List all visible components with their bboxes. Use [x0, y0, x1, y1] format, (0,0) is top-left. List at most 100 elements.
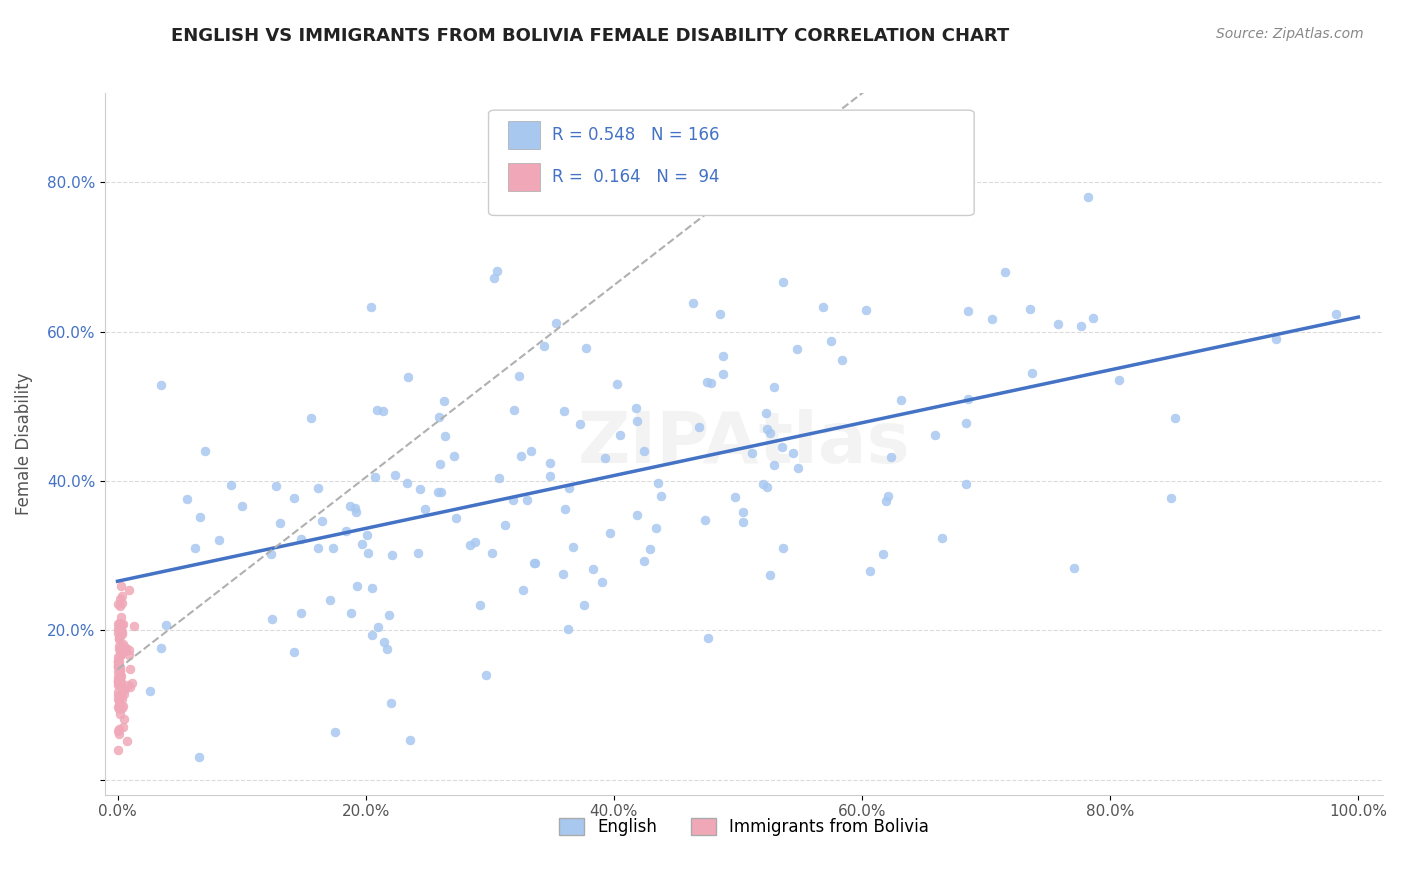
Point [695, 513, 717, 527]
Point [108, 639, 131, 653]
Point [724, 490, 747, 504]
Point [711, 368, 734, 382]
Point [644, 521, 666, 535]
Point [582, 562, 605, 576]
Point [110, 578, 132, 592]
Point [111, 624, 134, 639]
Point [107, 622, 129, 636]
Point [1077, 190, 1099, 204]
Text: R = 0.548   N = 166: R = 0.548 N = 166 [553, 126, 720, 144]
Point [111, 720, 134, 734]
Point [110, 640, 132, 654]
Point [378, 607, 401, 622]
Point [763, 458, 786, 472]
Point [269, 516, 291, 530]
Point [523, 556, 546, 570]
Point [731, 505, 754, 519]
Point [371, 404, 394, 418]
Text: ENGLISH VS IMMIGRANTS FROM BOLIVIA FEMALE DISABILITY CORRELATION CHART: ENGLISH VS IMMIGRANTS FROM BOLIVIA FEMAL… [172, 27, 1010, 45]
Point [344, 501, 367, 516]
Point [772, 276, 794, 290]
Point [1070, 318, 1092, 333]
FancyBboxPatch shape [508, 163, 540, 191]
Point [111, 691, 134, 706]
Point [429, 457, 451, 471]
Point [741, 446, 763, 460]
Point [772, 541, 794, 555]
Point [626, 508, 648, 522]
Legend: English, Immigrants from Bolivia: English, Immigrants from Bolivia [553, 811, 935, 843]
Point [107, 702, 129, 716]
Point [770, 440, 793, 454]
Point [107, 622, 129, 636]
Point [111, 679, 134, 693]
Point [599, 525, 621, 540]
Point [1063, 561, 1085, 575]
Point [557, 622, 579, 636]
Point [502, 492, 524, 507]
Point [880, 450, 903, 464]
Point [624, 401, 647, 416]
Point [149, 378, 172, 392]
Point [108, 647, 131, 661]
Point [433, 394, 456, 409]
Point [108, 677, 131, 691]
Point [522, 557, 544, 571]
Point [855, 302, 877, 317]
Point [231, 499, 253, 513]
Point [373, 635, 395, 649]
Point [107, 626, 129, 640]
Point [319, 592, 342, 607]
FancyBboxPatch shape [488, 110, 974, 216]
Point [108, 626, 131, 640]
Point [688, 420, 710, 434]
Point [696, 375, 718, 389]
Point [994, 265, 1017, 279]
Point [107, 616, 129, 631]
Point [782, 446, 804, 460]
Point [311, 514, 333, 528]
Point [516, 493, 538, 508]
Point [533, 338, 555, 352]
Point [118, 680, 141, 694]
Point [366, 403, 388, 417]
Point [207, 533, 229, 548]
Point [108, 675, 131, 690]
Point [117, 648, 139, 662]
Point [481, 546, 503, 560]
Point [609, 427, 631, 442]
Point [283, 645, 305, 659]
Point [107, 660, 129, 674]
Point [831, 352, 853, 367]
Point [108, 698, 131, 712]
Point [110, 678, 132, 692]
Point [406, 546, 429, 560]
Point [107, 654, 129, 668]
Point [107, 665, 129, 680]
Point [508, 369, 530, 384]
Point [108, 691, 131, 706]
Point [443, 449, 465, 463]
Point [433, 429, 456, 443]
Point [260, 548, 283, 562]
Point [110, 675, 132, 690]
Point [538, 456, 561, 470]
Point [110, 663, 132, 677]
Point [859, 565, 882, 579]
Point [110, 672, 132, 686]
Point [110, 689, 132, 703]
Point [1164, 411, 1187, 425]
Point [110, 640, 132, 654]
Point [494, 517, 516, 532]
Point [107, 616, 129, 631]
Point [290, 532, 312, 546]
Point [307, 541, 329, 556]
Point [638, 541, 661, 556]
Point [108, 674, 131, 689]
Point [955, 476, 977, 491]
Point [108, 629, 131, 643]
Point [110, 610, 132, 624]
Point [339, 499, 361, 513]
Point [114, 682, 136, 697]
Point [554, 502, 576, 516]
